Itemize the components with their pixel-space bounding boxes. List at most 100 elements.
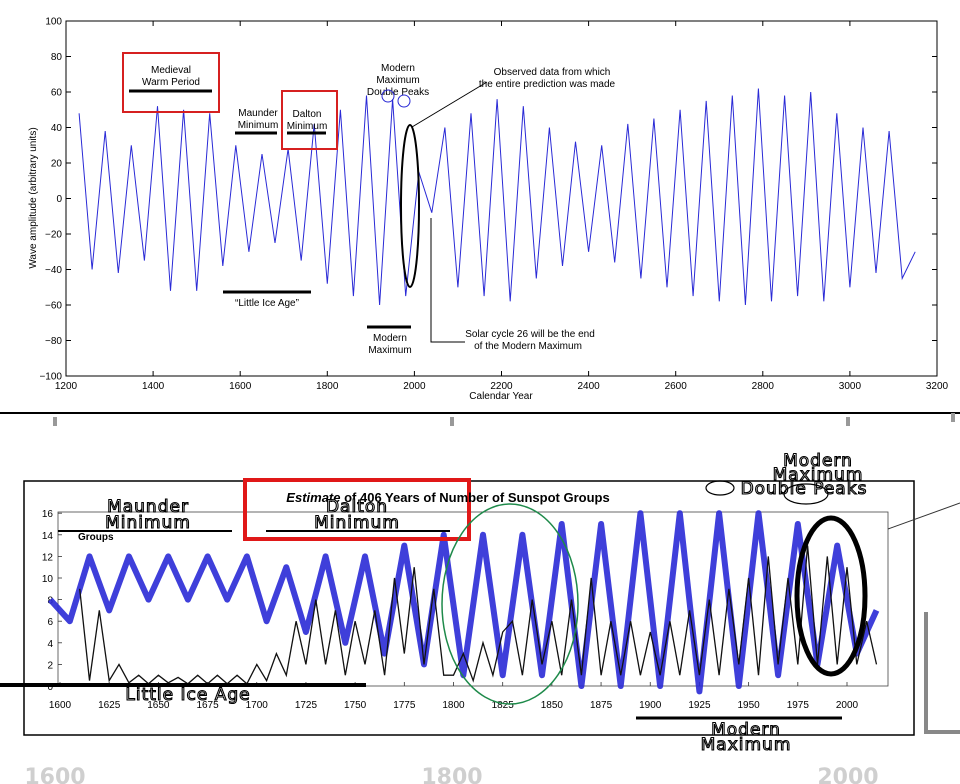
top-x-axis-label: Calendar Year xyxy=(469,391,533,402)
top-y-tick-label: −20 xyxy=(45,230,62,241)
top-x-tick-label: 1400 xyxy=(142,381,165,392)
medieval-box xyxy=(122,52,220,113)
bottom-y-tick-label: 0 xyxy=(47,682,53,693)
bottom-x-tick-label: 1600 xyxy=(49,700,72,711)
bottom-y-axis-label: Groups xyxy=(78,532,114,543)
bottom-x-tick-label: 1925 xyxy=(688,700,711,711)
bottom-x-tick-label: 1975 xyxy=(787,700,810,711)
top-y-tick-label: 20 xyxy=(51,159,63,170)
maunder-label-bottom-2: Minimum xyxy=(105,513,191,533)
bottom-y-tick-label: 16 xyxy=(42,509,54,520)
top-x-tick-label: 1200 xyxy=(55,381,78,392)
top-y-tick-label: 40 xyxy=(51,123,63,134)
modern-double-label-1: Modern xyxy=(381,63,415,74)
sunspot-groups-line xyxy=(79,545,878,685)
bottom-y-tick-label: 12 xyxy=(42,552,54,563)
top-x-tick-label: 3200 xyxy=(926,381,949,392)
top-y-tick-label: −80 xyxy=(45,336,62,347)
bottom-x-tick-label: 1650 xyxy=(147,700,170,711)
peak-circle-2 xyxy=(397,94,411,108)
medieval-label-1: Medieval xyxy=(151,65,191,76)
big-year-label: 2000 xyxy=(817,765,878,784)
dalton-label-bottom-1: Dalton xyxy=(326,497,388,517)
top-y-axis-label: Wave amplitude (arbitrary units) xyxy=(28,127,39,268)
bottom-big-year-labels: 1600 1800 2000 xyxy=(24,765,878,784)
bottom-y-tick-label: 4 xyxy=(47,639,53,650)
dalton-label-bottom-2: Minimum xyxy=(314,513,400,533)
solar-cycle-pointer xyxy=(430,218,465,343)
little-ice-age-bottom: Little Ice Age xyxy=(125,685,250,705)
top-x-tick-label: 2800 xyxy=(752,381,775,392)
top-x-tick-label: 3000 xyxy=(839,381,862,392)
top-y-tick-label: 60 xyxy=(51,88,63,99)
observed-ellipse xyxy=(400,124,420,288)
top-y-tick-label: −100 xyxy=(39,372,62,383)
top-y-tick-label: −40 xyxy=(45,265,62,276)
bottom-x-ticks: 1600 1625 1650 1675 1700 1725 1750 1775 1800 1825… xyxy=(49,682,859,711)
dalton-box-bottom xyxy=(243,478,471,541)
bottom-y-tick-label: 10 xyxy=(42,574,54,585)
top-y-tick-label: 80 xyxy=(51,52,63,63)
bottom-y-tick-label: 2 xyxy=(47,660,53,671)
modern-max-bottom-1: Modern xyxy=(711,720,781,740)
solar-cycle-pointer-bottom xyxy=(924,612,960,734)
bottom-y-tick-label: 14 xyxy=(42,531,54,542)
observed-pointer xyxy=(411,81,488,128)
bottom-x-tick-label: 1775 xyxy=(393,700,416,711)
bottom-x-tick-label: 1850 xyxy=(541,700,564,711)
top-x-tick-label: 2000 xyxy=(403,381,426,392)
bottom-x-tick-label: 1700 xyxy=(246,700,269,711)
bottom-x-tick-label: 1950 xyxy=(738,700,761,711)
bottom-x-tick-label: 1875 xyxy=(590,700,613,711)
maunder-label-2: Minimum xyxy=(238,120,279,131)
top-x-tick-label: 1800 xyxy=(316,381,339,392)
bottom-y-tick-label: 6 xyxy=(47,617,53,628)
dalton-ellipse-bottom xyxy=(441,503,579,705)
peak-ellipse-bottom-1 xyxy=(705,480,735,496)
top-x-tick-label: 2600 xyxy=(665,381,688,392)
solar-cycle-label-1: Solar cycle 26 will be the end xyxy=(465,329,595,340)
maunder-label-bottom-1: Maunder xyxy=(107,497,189,517)
little-ice-age-label: “Little Ice Age” xyxy=(235,298,299,309)
modern-max-label-1: Modern xyxy=(373,333,407,344)
dalton-box xyxy=(281,90,338,150)
bottom-x-tick-label: 1625 xyxy=(98,700,121,711)
top-y-tick-label: −60 xyxy=(45,301,62,312)
big-year-label: 1800 xyxy=(421,765,482,784)
maunder-label-1: Maunder xyxy=(238,108,278,119)
observed-label-1: Observed data from which xyxy=(494,67,611,78)
top-x-tick-label: 1600 xyxy=(229,381,252,392)
bottom-x-tick-label: 2000 xyxy=(836,700,859,711)
modern-double-bottom-1: Modern xyxy=(783,451,853,471)
modern-max-label-2: Maximum xyxy=(368,345,411,356)
top-x-tick-label: 2400 xyxy=(577,381,600,392)
bottom-x-tick-label: 1750 xyxy=(344,700,367,711)
modern-double-bottom-2: Maximum xyxy=(773,465,864,485)
bottom-plot-area xyxy=(57,511,889,687)
modern-double-bottom-3: Double Peaks xyxy=(741,479,868,499)
bottom-x-tick-label: 1725 xyxy=(295,700,318,711)
top-chart: 100 80 60 40 20 0 −20 −40 −60 −80 −100 1200 1400 160… xyxy=(28,17,949,403)
dalton-label-2: Minimum xyxy=(287,121,328,132)
dalton-label-1: Dalton xyxy=(293,109,322,120)
top-y-tick-label: 0 xyxy=(56,194,62,205)
observed-pointer-bottom xyxy=(887,502,960,530)
modern-double-label-3: Double Peaks xyxy=(367,87,429,98)
bottom-x-tick-label: 1900 xyxy=(639,700,662,711)
modern-max-bottom-2: Maximum xyxy=(701,735,792,755)
top-x-ticks: 1200 1400 1600 1800 2000 2200 2400 2600 2800 3000… xyxy=(55,21,949,392)
bottom-title: Estimate of 406 Years of Number of Sunsp… xyxy=(286,490,609,505)
big-year-label: 1600 xyxy=(24,765,85,784)
observed-ellipse-bottom xyxy=(794,515,868,677)
bottom-x-tick-label: 1675 xyxy=(196,700,219,711)
top-plot-area xyxy=(65,20,938,377)
observed-label-2: the entire prediction was made xyxy=(479,79,616,90)
bottom-x-tick-label: 1800 xyxy=(442,700,465,711)
top-wave-line xyxy=(78,88,916,306)
top-y-ticks: 100 80 60 40 20 0 −20 −40 −60 −80 −100 xyxy=(39,17,937,383)
medieval-label-2: Warm Period xyxy=(142,77,200,88)
peak-ellipse-bottom-2 xyxy=(783,483,829,505)
peak-circle-1 xyxy=(381,89,395,103)
top-y-tick-label: 100 xyxy=(45,17,62,28)
